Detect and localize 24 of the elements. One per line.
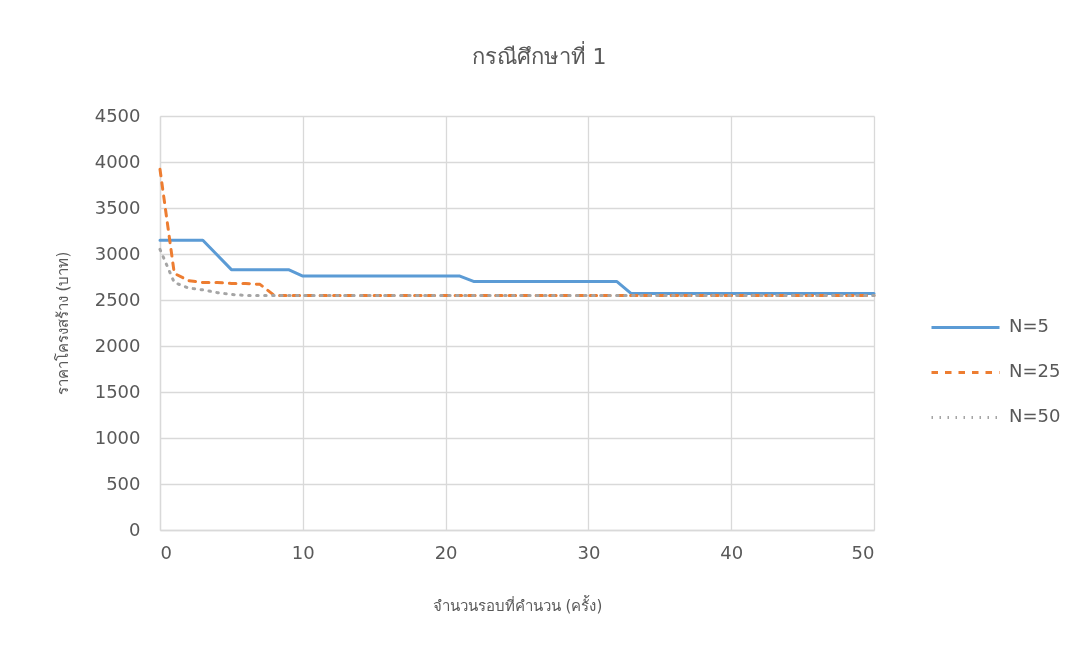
y-tick-label: 1500 (94, 380, 141, 402)
x-tick-label: 0 (160, 541, 172, 563)
x-tick-label: 10 (291, 541, 315, 563)
x-tick-label: 40 (720, 541, 744, 563)
y-tick-label: 500 (106, 472, 141, 494)
y-tick-label: 0 (129, 518, 141, 540)
y-axis-title: ราคาโครงสร้าง (บาท) (53, 251, 72, 396)
x-axis-title: จำนวนรอบที่คำนวน (ครั้ง) (432, 594, 603, 615)
legend-label: N=25 (1009, 360, 1061, 382)
y-tick-label: 2000 (94, 334, 141, 356)
y-tick-label: 4500 (94, 104, 141, 126)
x-tick-label: 20 (434, 541, 458, 563)
line-series (158, 247, 876, 297)
y-tick-label: 2500 (94, 288, 141, 310)
x-tick-label: 30 (577, 541, 601, 563)
line-series (158, 238, 876, 296)
legend-label: N=5 (1009, 315, 1049, 337)
y-tick-label: 3000 (94, 242, 141, 264)
y-tick-label: 3500 (94, 196, 141, 218)
x-tick-label: 50 (851, 541, 875, 563)
y-tick-label: 1000 (94, 426, 141, 448)
y-tick-label: 4000 (94, 150, 141, 172)
chart-title: กรณีศึกษาที่ 1 (471, 41, 607, 69)
legend-label: N=50 (1009, 405, 1061, 427)
